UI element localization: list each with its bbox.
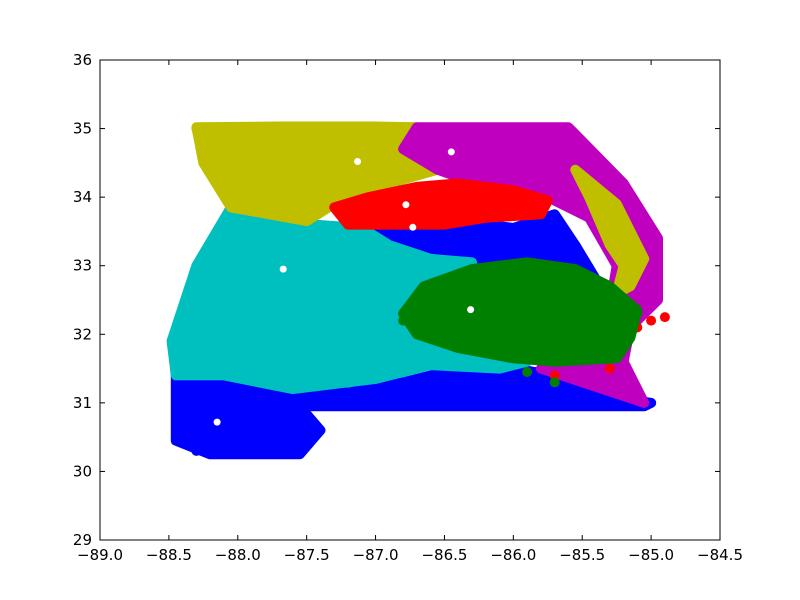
- y-tick-label-4: 33: [73, 257, 92, 275]
- centroid-point-0: [213, 418, 221, 426]
- data-point-2-4: [329, 377, 340, 388]
- x-tick-label-5: −86.5: [421, 546, 467, 564]
- data-point-0-0: [191, 445, 202, 456]
- x-tick-label-7: −85.5: [559, 546, 605, 564]
- data-point-4-0: [563, 123, 574, 134]
- x-tick-label-6: −86.0: [490, 546, 536, 564]
- x-tick-label-8: −85.0: [628, 546, 674, 564]
- x-tick-label-2: −88.0: [215, 546, 261, 564]
- centroid-point-3: [447, 148, 455, 156]
- cluster-3: [191, 121, 443, 227]
- cluster-layer: [166, 121, 670, 460]
- y-tick-label-7: 36: [73, 51, 92, 69]
- data-point-1-0: [563, 233, 574, 244]
- data-point-2-1: [191, 288, 202, 299]
- x-tick-label-9: −84.5: [697, 546, 743, 564]
- data-point-0-2: [315, 425, 326, 436]
- x-tick-label-0: −89.0: [77, 546, 123, 564]
- data-point-6-3: [646, 315, 657, 326]
- plot-frame: [99, 59, 721, 541]
- data-point-1-2: [508, 223, 519, 233]
- y-tick-label-5: 34: [73, 188, 92, 206]
- data-point-3-1: [301, 123, 312, 134]
- y-tick-label-2: 31: [73, 394, 92, 412]
- cluster-region-7: [398, 257, 643, 367]
- x-tick-label-1: −88.5: [146, 546, 192, 564]
- data-point-3-3: [301, 216, 312, 227]
- data-point-4-3: [425, 130, 436, 141]
- data-point-5-1: [618, 274, 629, 285]
- data-point-6-6: [549, 370, 560, 381]
- data-point-6-0: [336, 205, 347, 216]
- y-tick-label-3: 32: [73, 325, 92, 343]
- centroid-point-4: [402, 201, 410, 209]
- centroid-point-1: [279, 265, 287, 273]
- cluster-6: [329, 178, 670, 381]
- centroid-point-5: [409, 223, 417, 231]
- data-point-3-2: [398, 123, 409, 134]
- data-point-2-3: [467, 360, 477, 371]
- y-tick-label-6: 35: [73, 120, 92, 138]
- data-point-7-1: [632, 308, 643, 319]
- centroid-point-6: [467, 306, 475, 314]
- data-point-3-0: [191, 123, 202, 134]
- y-tick-label-0: 29: [73, 531, 92, 549]
- data-point-7-3: [522, 367, 533, 377]
- data-point-0-6: [480, 397, 491, 408]
- cluster-region-3: [191, 121, 443, 227]
- data-point-6-5: [604, 363, 615, 374]
- data-point-0-7: [370, 397, 381, 408]
- data-point-3-4: [232, 202, 243, 213]
- cluster-7: [398, 257, 643, 388]
- x-tick-label-3: −87.5: [284, 546, 330, 564]
- data-point-0-4: [646, 397, 657, 408]
- tick-layer: −89.0 −88.5 −88.0 −87.5 −87.0 −86.5 −86.0 −85.5…: [73, 51, 743, 564]
- data-point-7-0: [398, 315, 409, 326]
- data-point-7-2: [549, 377, 560, 388]
- data-point-4-2: [618, 363, 629, 374]
- y-tick-label-1: 30: [73, 462, 92, 480]
- data-point-4-1: [646, 295, 657, 305]
- centroid-point-2: [354, 158, 362, 165]
- data-point-0-1: [301, 439, 312, 449]
- data-point-6-2: [659, 312, 670, 323]
- data-point-2-0: [170, 343, 181, 353]
- x-tick-label-4: −87.0: [353, 546, 399, 564]
- data-point-5-0: [577, 178, 588, 189]
- data-point-6-1: [535, 199, 546, 209]
- centroid-layer: [213, 148, 475, 426]
- data-point-0-5: [549, 397, 560, 408]
